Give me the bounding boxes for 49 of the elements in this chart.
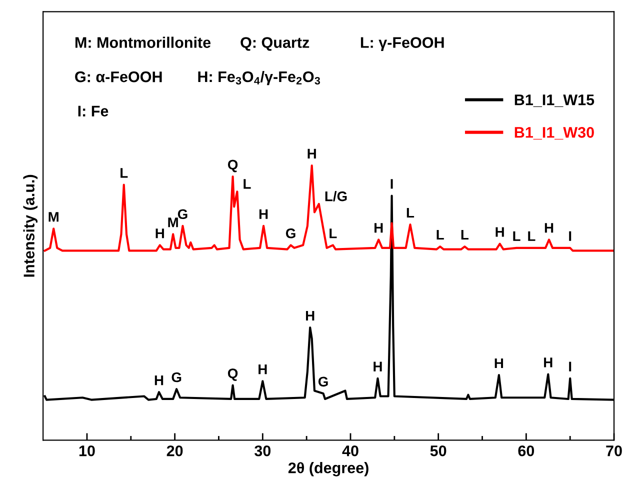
annotation: Q [228,368,238,381]
y-axis-title: Intensity (a.u.) [23,174,38,277]
annotation: L [513,231,520,241]
annotation: H [494,358,504,368]
x-tick-label: 20 [166,445,183,456]
annotation: I [390,179,393,189]
text: M: Montmorillonite [75,36,211,48]
annotation: I [569,362,572,372]
annotation: L [406,208,414,218]
annotation: G [178,209,188,220]
annotation: M [168,218,178,228]
annotation: G [318,376,328,387]
annotation: H [156,228,164,238]
annotation: L [330,228,337,238]
legend-label: B1_I1_W15 [514,94,594,107]
annotation: M [48,212,58,222]
x-tick-label: 60 [518,445,534,456]
x-axis-title: 2θ (degree) [288,462,368,476]
annotation: H [259,209,268,219]
annotation: H [496,227,504,237]
text: H: Fe$_{3}$O$_{4}$/γ-Fe$_{2}$O$_{3}$ [198,70,320,86]
legend-label: B1_I1_W30 [514,126,594,140]
annotation: H [306,310,314,321]
x-tick-label: 40 [342,445,358,456]
annotation: H [374,362,382,372]
x-tick-label: 50 [430,445,446,456]
x-tick-label: 30 [254,445,271,456]
annotation: H [258,364,267,374]
annotation: H [308,148,316,158]
annotation: L/G [325,191,347,202]
text: G: α-FeOOH [75,71,162,82]
annotation: L [528,231,536,241]
x-tick-label: 70 [606,445,622,456]
annotation: L [244,179,251,189]
text: L: γ-FeOOH [360,37,444,51]
annotation: H [544,358,552,368]
annotation: L [436,230,444,240]
annotation: L [461,230,469,240]
annotation: G [286,228,296,238]
annotation: H [544,223,554,233]
annotation: H [374,223,383,233]
x-tick-label: 10 [79,445,95,456]
annotation: G [172,372,182,382]
annotation: I [569,231,572,241]
annotation: L [120,168,128,178]
annotation: Q [228,160,238,172]
annotation: H [154,376,164,386]
text: I: Fe [78,106,108,116]
text: Q: Quartz [240,37,310,51]
